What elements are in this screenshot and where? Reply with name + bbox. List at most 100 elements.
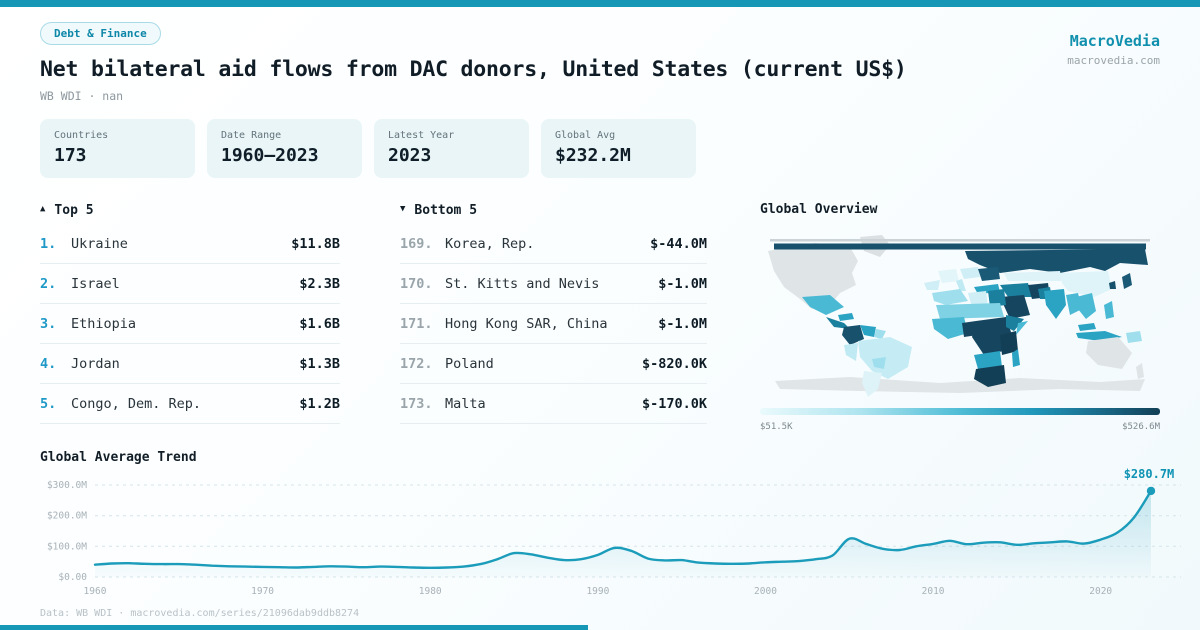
- map-middle-east: [1000, 271, 1062, 319]
- map-europe: [924, 267, 1000, 294]
- choropleth-legend-gradient: [760, 408, 1160, 415]
- stat-card-global-avg: Global Avg $232.2M: [541, 119, 696, 178]
- trend-line-chart: $0.00 $100.0M $200.0M $300.0M 1960 1970 1980 19…: [47, 467, 1181, 597]
- triangle-down-icon: ▼: [400, 204, 406, 214]
- rank: 170.: [400, 275, 433, 292]
- svg-text:2010: 2010: [922, 586, 945, 597]
- rank: 173.: [400, 395, 433, 412]
- svg-text:$0.00: $0.00: [58, 572, 87, 583]
- rank: 5.: [40, 395, 57, 412]
- map-dark-stripe: [774, 243, 1146, 250]
- country-value: $2.3B: [299, 275, 340, 292]
- country-name: Ukraine: [71, 235, 128, 252]
- map-russia: [965, 249, 1148, 273]
- middle-section: ▲ Top 5 1. Ukraine $11.8B 2. Israel $2.3…: [40, 202, 1160, 432]
- country-name: Congo, Dem. Rep.: [71, 395, 202, 412]
- map-asia: [1038, 271, 1142, 343]
- svg-text:1980: 1980: [419, 586, 442, 597]
- trend-chart-title: Global Average Trend: [40, 450, 197, 465]
- bottom5-list: 169. Korea, Rep. $-44.0M 170. St. Kitts …: [400, 224, 707, 424]
- page: Debt & Finance Net bilateral aid flows f…: [0, 7, 1200, 605]
- rank: 169.: [400, 235, 433, 252]
- country-value: $1.2B: [299, 395, 340, 412]
- stat-card-date-range: Date Range 1960—2023: [207, 119, 362, 178]
- map-panel: Global Overview: [760, 202, 1160, 432]
- stat-value: $232.2M: [555, 145, 631, 166]
- country-name: Poland: [445, 355, 494, 372]
- country-name: Israel: [71, 275, 120, 292]
- list-item: 172. Poland $-820.0K: [400, 344, 707, 384]
- stat-value: 173: [54, 145, 87, 166]
- bottom5-panel: ▼ Bottom 5 169. Korea, Rep. $-44.0M 170.…: [400, 202, 707, 432]
- list-item: 171. Hong Kong SAR, China $-1.0M: [400, 304, 707, 344]
- country-value: $1.3B: [299, 355, 340, 372]
- footer: Data: WB WDI · macrovedia.com/series/210…: [40, 608, 359, 619]
- country-value: $-1.0M: [658, 275, 707, 292]
- list-item: 169. Korea, Rep. $-44.0M: [400, 224, 707, 264]
- top5-header: ▲ Top 5: [40, 202, 340, 218]
- country-name: Hong Kong SAR, China: [445, 315, 608, 332]
- list-item: 5. Congo, Dem. Rep. $1.2B: [40, 384, 340, 424]
- country-name: Jordan: [71, 355, 120, 372]
- country-value: $-820.0K: [641, 355, 707, 372]
- brand-domain-link[interactable]: macrovedia.com: [1067, 54, 1160, 67]
- rank: 1.: [40, 235, 57, 252]
- country-name: Malta: [445, 395, 486, 412]
- map-latin-america: [802, 295, 912, 397]
- country-value: $-170.0K: [641, 395, 707, 412]
- svg-text:1960: 1960: [84, 586, 107, 597]
- stat-label: Latest Year: [388, 130, 455, 141]
- stat-label: Global Avg: [555, 130, 616, 141]
- country-value: $-1.0M: [658, 315, 707, 332]
- list-item: 173. Malta $-170.0K: [400, 384, 707, 424]
- page-subtitle: WB WDI · nan: [40, 89, 124, 103]
- country-value: $11.8B: [291, 235, 340, 252]
- brand-name: MacroVedia: [1069, 32, 1160, 50]
- top5-list: 1. Ukraine $11.8B 2. Israel $2.3B 3. Eth…: [40, 224, 340, 424]
- rank: 3.: [40, 315, 57, 332]
- svg-text:1990: 1990: [586, 586, 609, 597]
- stat-value: 2023: [388, 145, 432, 166]
- svg-text:$100.0M: $100.0M: [47, 541, 87, 552]
- stats-row: Countries 173 Date Range 1960—2023 Lates…: [40, 119, 1160, 178]
- stat-card-countries: Countries 173: [40, 119, 195, 178]
- map-title: Global Overview: [760, 202, 878, 217]
- footer-series-link[interactable]: macrovedia.com/series/21096dab9ddb8274: [130, 608, 360, 619]
- rank: 171.: [400, 315, 433, 332]
- bottom5-header: ▼ Bottom 5: [400, 202, 707, 218]
- page-title: Net bilateral aid flows from DAC donors,…: [40, 57, 907, 82]
- svg-text:$300.0M: $300.0M: [47, 480, 87, 491]
- rank: 2.: [40, 275, 57, 292]
- footer-source-text: Data: WB WDI ·: [40, 608, 131, 619]
- rank: 172.: [400, 355, 433, 372]
- top5-panel: ▲ Top 5 1. Ukraine $11.8B 2. Israel $2.3…: [40, 202, 340, 432]
- legend-max-label: $526.6M: [1122, 422, 1160, 432]
- country-value: $1.6B: [299, 315, 340, 332]
- map-africa: [932, 289, 1028, 387]
- list-item: 170. St. Kitts and Nevis $-1.0M: [400, 264, 707, 304]
- svg-text:2020: 2020: [1089, 586, 1112, 597]
- list-item: 4. Jordan $1.3B: [40, 344, 340, 384]
- stat-label: Countries: [54, 130, 109, 141]
- svg-text:1970: 1970: [251, 586, 274, 597]
- map-australia: [1086, 337, 1144, 379]
- stat-value: 1960—2023: [221, 145, 319, 166]
- header: Debt & Finance Net bilateral aid flows f…: [40, 22, 1160, 103]
- triangle-up-icon: ▲: [40, 204, 46, 214]
- country-name: St. Kitts and Nevis: [445, 275, 600, 292]
- svg-text:2000: 2000: [754, 586, 777, 597]
- category-badge[interactable]: Debt & Finance: [40, 22, 161, 45]
- svg-text:$200.0M: $200.0M: [47, 511, 87, 522]
- country-name: Ethiopia: [71, 315, 137, 332]
- list-item: 3. Ethiopia $1.6B: [40, 304, 340, 344]
- stat-card-latest-year: Latest Year 2023: [374, 119, 529, 178]
- stat-label: Date Range: [221, 130, 282, 141]
- top5-title: Top 5: [54, 202, 94, 218]
- trend-end-annotation: $280.7M: [1124, 467, 1175, 481]
- list-item: 2. Israel $2.3B: [40, 264, 340, 304]
- map-gray-stripe: [770, 239, 1150, 242]
- world-map: [768, 235, 1150, 397]
- rank: 4.: [40, 355, 57, 372]
- legend-min-label: $51.5K: [760, 422, 793, 432]
- trend-end-dot: [1146, 486, 1156, 496]
